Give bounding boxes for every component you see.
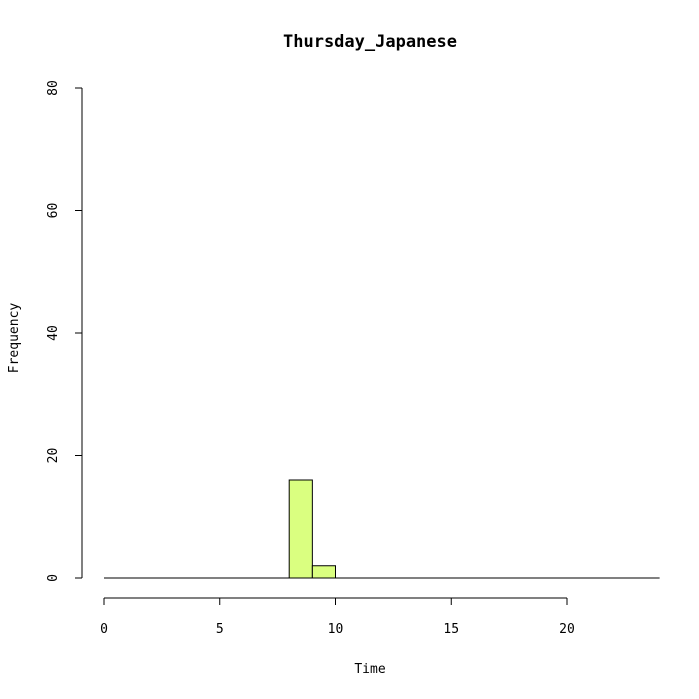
histogram-bar — [311, 565, 337, 579]
x-tick-label: 15 — [443, 622, 459, 637]
y-tick-label: 60 — [46, 203, 61, 219]
y-tick-label: 40 — [46, 325, 61, 341]
x-axis: 0 5 10 15 20 — [100, 597, 575, 637]
x-tick-label: 0 — [100, 622, 108, 637]
y-tick-label: 20 — [46, 448, 61, 464]
y-tick-label: 0 — [46, 574, 61, 582]
x-axis-label: Time — [354, 662, 385, 677]
histogram-bar — [288, 479, 313, 579]
y-tick-label: 80 — [46, 80, 61, 96]
chart-title: Thursday_Japanese — [283, 32, 457, 52]
bars-group — [104, 479, 660, 579]
x-tick-label: 5 — [216, 622, 224, 637]
x-tick-label: 20 — [559, 622, 575, 637]
x-tick-label: 10 — [328, 622, 344, 637]
y-axis: 0 20 40 60 80 — [46, 80, 83, 582]
y-axis-label: Frequency — [7, 303, 22, 374]
